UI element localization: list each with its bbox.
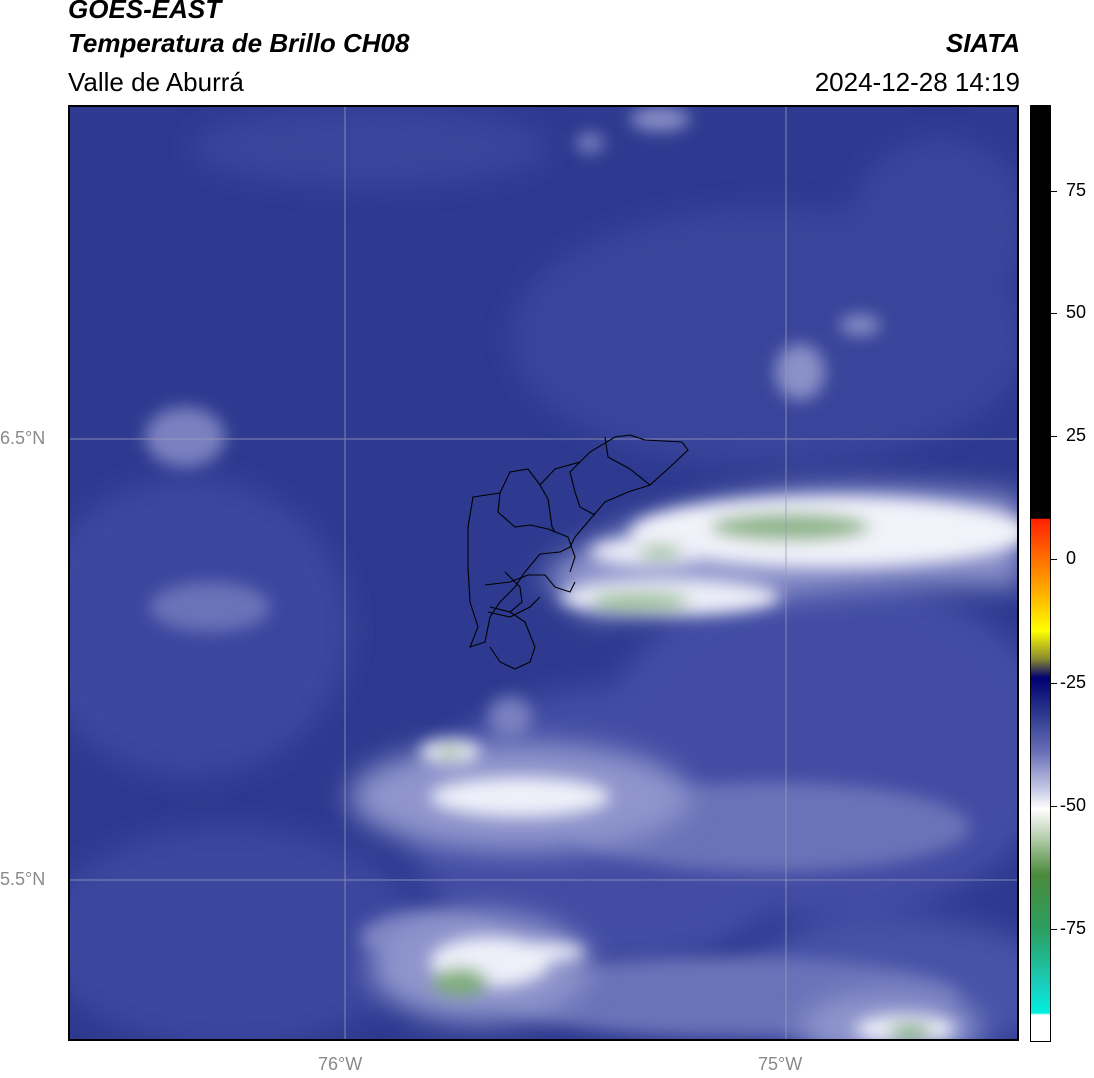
lat-label-6-5n: 6.5°N	[0, 428, 46, 448]
colorbar-tick	[1051, 929, 1057, 930]
colorbar	[1030, 105, 1051, 1042]
title-satellite: GOES-EAST	[68, 0, 222, 24]
colorbar-label-minus-75: -75	[1060, 918, 1087, 938]
colorbar-label-75: 75	[1066, 180, 1087, 200]
map-canvas	[70, 107, 1017, 1039]
organization-label: SIATA	[945, 28, 1020, 58]
colorbar-label-0: 0	[1066, 548, 1077, 568]
boundary-line-7	[489, 571, 523, 613]
colorbar-tick	[1051, 806, 1057, 807]
municipal-boundaries	[467, 434, 689, 670]
lat-label-5-5n: 5.5°N	[0, 869, 46, 889]
title-product: Temperatura de Brillo CH08	[68, 28, 410, 58]
graticule	[70, 107, 1017, 1039]
satellite-map[interactable]	[68, 105, 1019, 1041]
boundary-line-2	[539, 484, 556, 533]
colorbar-tick	[1051, 313, 1057, 314]
colorbar-gradient	[1031, 106, 1050, 1041]
colorbar-tick	[1051, 559, 1057, 560]
colorbar-tick	[1051, 436, 1057, 437]
boundary-line-8	[487, 596, 541, 618]
boundary-line-1	[497, 492, 549, 530]
colorbar-label-minus-50: -50	[1060, 795, 1087, 815]
colorbar-label-25: 25	[1066, 425, 1087, 445]
subtitle-region: Valle de Aburrá	[68, 67, 244, 97]
colorbar-tick	[1051, 683, 1057, 684]
boundary-line-3	[569, 461, 596, 516]
lon-label-75w: 75°W	[758, 1054, 803, 1074]
colorbar-label-minus-25: -25	[1060, 672, 1087, 692]
colorbar-tick	[1051, 191, 1057, 192]
boundary-line-4	[604, 436, 651, 486]
cloud-band-south-core	[420, 740, 610, 817]
lon-label-76w: 76°W	[318, 1054, 363, 1074]
boundary-line-6	[484, 574, 576, 593]
cloud-band-bottom-core	[430, 937, 955, 1039]
datetime-label: 2024-12-28 14:19	[814, 67, 1020, 97]
cloud-band-northeast-core	[560, 497, 1017, 615]
colorbar-label-50: 50	[1066, 302, 1087, 322]
boundary-outer	[467, 434, 689, 648]
boundary-line-5	[547, 528, 576, 573]
boundary-line-9	[489, 611, 536, 670]
